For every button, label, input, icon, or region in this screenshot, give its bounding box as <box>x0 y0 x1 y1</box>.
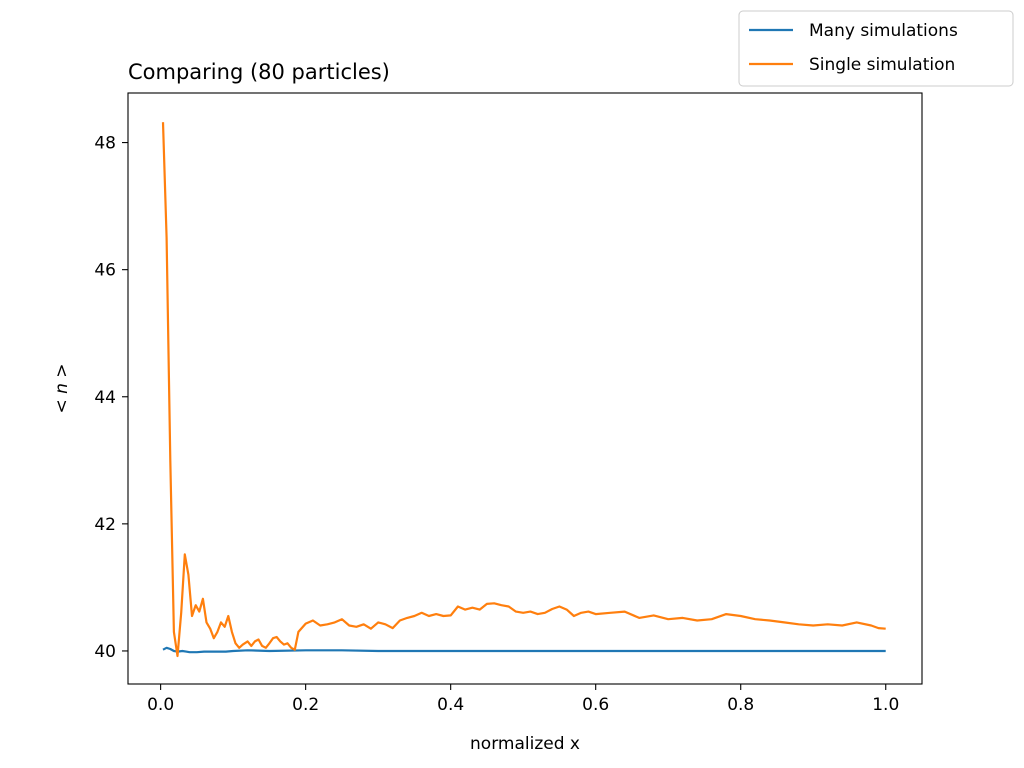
x-tick-label: 1.0 <box>872 695 899 715</box>
x-tick-label: 0.6 <box>582 695 609 715</box>
plot-area <box>127 92 923 685</box>
y-tick-label: 46 <box>94 261 116 281</box>
legend-label-many-simulations: Many simulations <box>809 21 958 41</box>
y-tick-label: 40 <box>94 642 116 662</box>
y-axis-ticks: 40 42 44 46 48 <box>94 134 128 662</box>
series-line-single-simulation <box>161 122 886 658</box>
series-layer <box>161 122 886 658</box>
x-tick-label: 0.8 <box>727 695 754 715</box>
y-tick-label: 42 <box>94 515 116 535</box>
legend-frame <box>738 10 1014 87</box>
chart-title: Comparing (80 particles) <box>128 60 390 84</box>
y-axis-label: < n > <box>52 363 72 413</box>
x-axis-label: normalized x <box>470 734 580 754</box>
y-tick-label: 44 <box>94 388 116 408</box>
legend-label-single-simulation: Single simulation <box>809 55 955 75</box>
y-tick-label: 48 <box>94 134 116 154</box>
x-axis-ticks: 0.0 0.2 0.4 0.6 0.8 1.0 <box>147 684 899 715</box>
legend: Many simulations Single simulation <box>738 10 1014 87</box>
series-line-many-simulations <box>162 646 886 654</box>
x-tick-label: 0.0 <box>147 695 174 715</box>
x-tick-label: 0.2 <box>292 695 319 715</box>
axes-frame <box>127 92 923 685</box>
x-tick-label: 0.4 <box>437 695 464 715</box>
